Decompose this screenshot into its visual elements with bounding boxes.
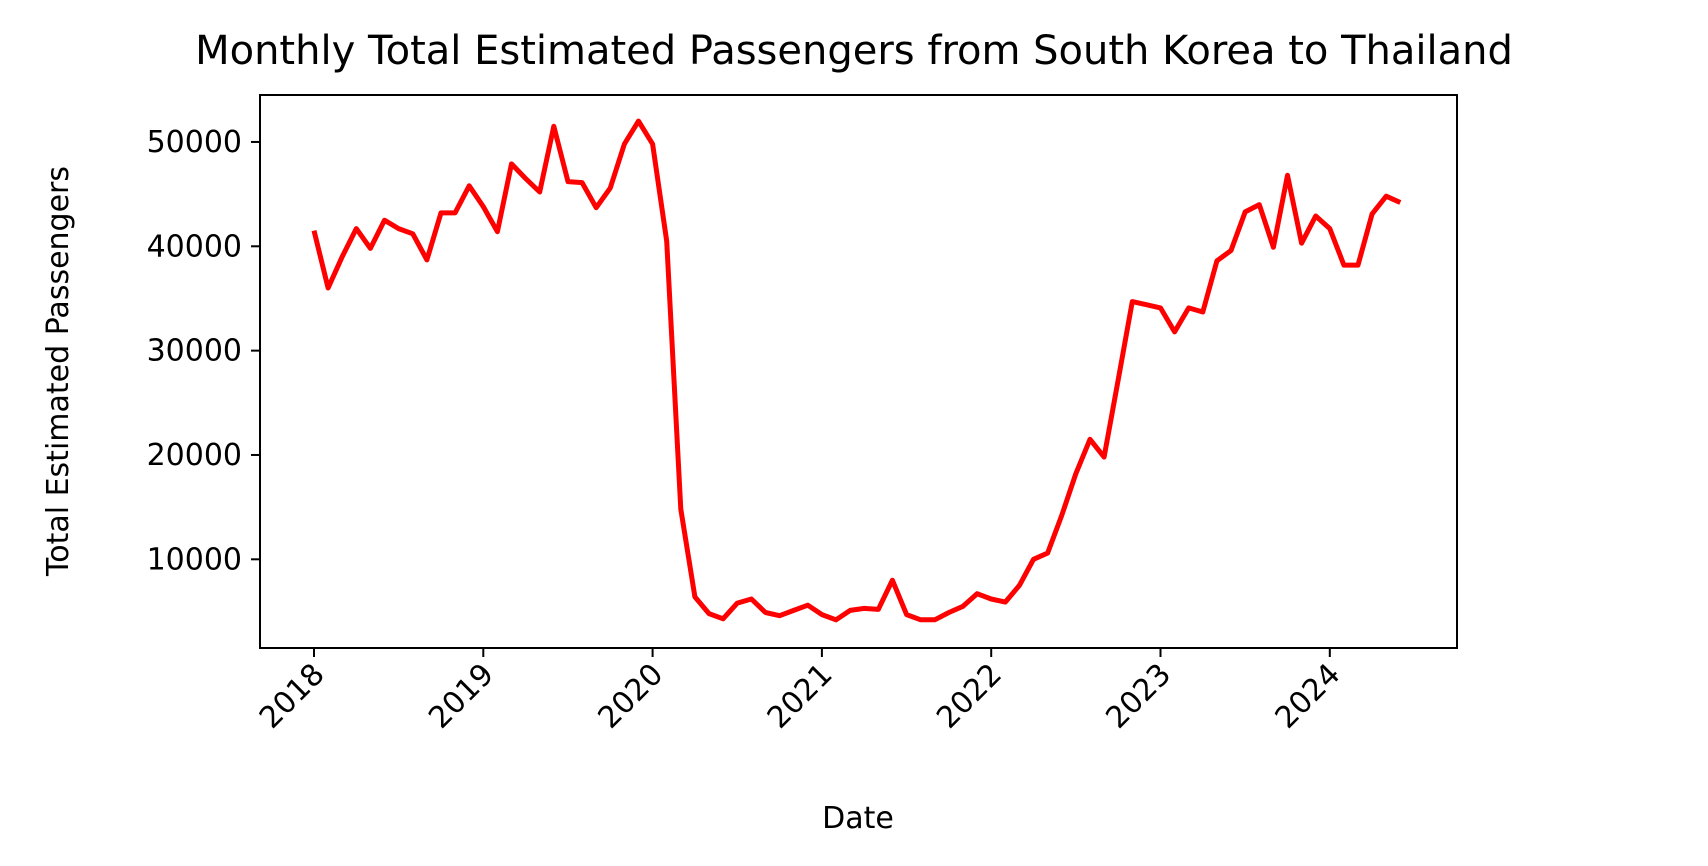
- x-tick-label: 2019: [422, 657, 501, 736]
- x-tick-label: 2018: [253, 657, 332, 736]
- y-tick-label: 30000: [147, 334, 242, 369]
- chart-title: Monthly Total Estimated Passengers from …: [195, 28, 1513, 74]
- plot-frame: [259, 94, 1458, 649]
- y-axis-label: Total Estimated Passengers: [41, 166, 76, 577]
- x-axis: 2018 2019 2020 2021 2022 2023 2024: [253, 648, 1348, 736]
- y-tick-label: 10000: [147, 542, 242, 577]
- x-tick-label: 2023: [1099, 657, 1178, 736]
- y-axis: 10000 20000 30000 40000 50000: [147, 125, 260, 577]
- x-tick-label: 2021: [761, 657, 840, 736]
- x-tick-label: 2024: [1269, 657, 1348, 736]
- x-axis-label: Date: [822, 801, 894, 836]
- series-line: [311, 118, 1402, 623]
- plot-area: [259, 94, 1458, 649]
- y-tick-label: 50000: [147, 125, 242, 160]
- y-tick-label: 20000: [147, 438, 242, 473]
- x-tick-label: 2022: [930, 657, 1009, 736]
- x-tick-label: 2020: [592, 657, 671, 736]
- y-tick-label: 40000: [147, 229, 242, 264]
